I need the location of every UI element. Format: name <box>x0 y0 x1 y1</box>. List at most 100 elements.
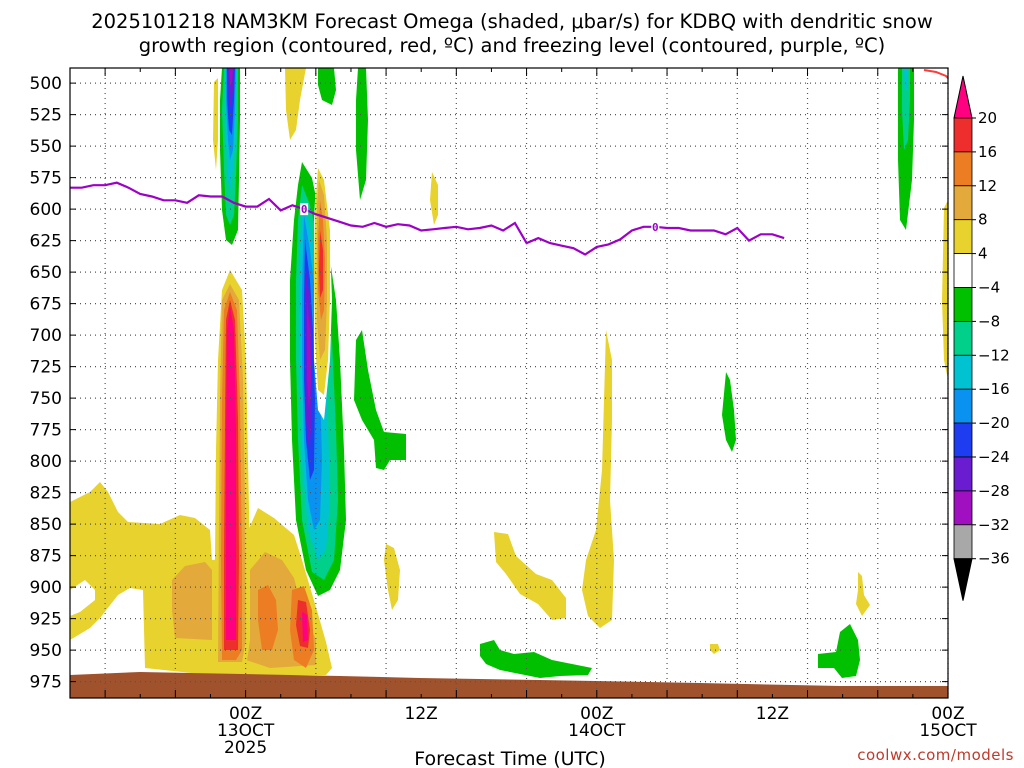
colorbar-swatch <box>953 287 973 322</box>
y-tick-label: 900 <box>30 578 62 598</box>
x-tick-label: 00Z <box>931 704 964 724</box>
colorbar-swatch <box>953 219 973 254</box>
sinking-region <box>70 580 95 616</box>
sinking-region <box>582 330 614 628</box>
colorbar-label: 8 <box>978 211 988 229</box>
y-tick-label: 825 <box>30 484 62 504</box>
colorbar-label: −12 <box>978 346 1010 364</box>
freezing-level-label-bg <box>300 203 309 216</box>
sinking-region <box>384 544 400 610</box>
sinking-region <box>172 562 212 640</box>
colorbar-label: −8 <box>978 312 1000 330</box>
colorbar-label: 12 <box>978 177 997 195</box>
sinking-region <box>430 172 438 225</box>
colorbar-swatch <box>953 456 973 492</box>
colorbar-swatch <box>953 185 973 221</box>
colorbar-bottom-arrow <box>953 558 973 601</box>
sinking-region <box>319 230 323 298</box>
rising-region <box>356 68 368 200</box>
x-tick-label: 00Z <box>229 704 262 724</box>
x-tick-label: 2025 <box>224 738 267 758</box>
colorbar-label: −20 <box>978 414 1010 432</box>
rising-region <box>904 68 908 92</box>
y-tick-label: 800 <box>30 452 62 472</box>
x-tick-label: 13OCT <box>217 721 275 741</box>
colorbar-top-arrow <box>953 75 973 119</box>
rising-region <box>818 624 860 678</box>
colorbar-swatch <box>953 117 973 153</box>
y-tick-label: 775 <box>30 421 62 441</box>
colorbar-swatch <box>953 388 973 424</box>
colorbar-label: 20 <box>978 109 997 127</box>
colorbar-label: 16 <box>978 143 997 161</box>
credit-text: coolwx.com/models <box>857 746 1014 764</box>
colorbar-label: −4 <box>978 279 1000 297</box>
chart-title-line2: growth region (contoured, red, ºC) and f… <box>139 34 886 57</box>
sinking-region <box>494 532 566 620</box>
x-tick-label: 12Z <box>756 704 789 724</box>
y-tick-label: 625 <box>30 232 62 252</box>
rising-region <box>354 330 406 470</box>
y-tick-label: 875 <box>30 547 62 567</box>
terrain-ground <box>70 672 948 698</box>
y-tick-label: 650 <box>30 263 62 283</box>
sinking-region <box>258 585 278 650</box>
colorbar-swatch <box>953 524 973 560</box>
colorbar-swatch <box>953 422 973 458</box>
y-tick-label: 600 <box>30 200 62 220</box>
colorbar-label: −28 <box>978 482 1010 500</box>
dendritic-growth-contour <box>923 69 949 79</box>
sinking-region <box>285 68 306 140</box>
y-axis: 500 525 550 575 600 625 650 675 700 725 750 775 800 8… <box>30 74 948 693</box>
colorbar-label: −16 <box>978 380 1010 398</box>
y-tick-label: 850 <box>30 515 62 535</box>
freezing-level-label: 0 <box>898 0 905 3</box>
colorbar-swatch <box>953 354 973 390</box>
freezing-level-line <box>70 181 785 256</box>
rising-region <box>722 372 736 452</box>
colorbar-label: −36 <box>978 550 1010 568</box>
freezing-level-label: 0 <box>301 203 308 216</box>
y-tick-label: 975 <box>30 673 62 693</box>
y-tick-label: 750 <box>30 389 62 409</box>
rising-region <box>228 68 234 108</box>
sinking-region <box>213 78 218 170</box>
sinking-region <box>942 200 948 380</box>
x-tick-label: 00Z <box>580 704 613 724</box>
x-tick-label: 14OCT <box>568 721 626 741</box>
chart-title: 2025101218 NAM3KM Forecast Omega (shaded… <box>91 10 933 57</box>
colorbar: 20 16 12 8 4 −4 −8 −12 −16 −20 −24 −28 −32 −36 <box>953 75 1010 601</box>
freezing-level: 0 0 0 <box>70 0 906 256</box>
y-tick-label: 950 <box>30 641 62 661</box>
x-tick-label: 12Z <box>405 704 438 724</box>
y-tick-label: 700 <box>30 326 62 346</box>
rising-region <box>229 68 233 86</box>
x-axis-label: Forecast Time (UTC) <box>414 748 605 768</box>
y-tick-label: 925 <box>30 610 62 630</box>
colorbar-swatch <box>953 320 973 356</box>
y-tick-label: 500 <box>30 74 62 94</box>
sinking-region <box>226 306 236 640</box>
sinking-region <box>856 572 870 616</box>
rising-region <box>480 640 592 678</box>
y-tick-label: 675 <box>30 295 62 315</box>
y-tick-label: 725 <box>30 358 62 378</box>
colorbar-swatch <box>953 151 973 187</box>
colorbar-swatch <box>953 253 973 288</box>
rising-region <box>307 300 311 410</box>
sinking-region <box>710 644 720 654</box>
colorbar-label: 4 <box>978 245 988 263</box>
rising-region <box>902 68 910 150</box>
rising-region <box>318 68 336 105</box>
omega-shading <box>70 68 948 678</box>
y-tick-label: 575 <box>30 169 62 189</box>
colorbar-label: −32 <box>978 516 1010 534</box>
colorbar-swatch <box>953 490 973 526</box>
sinking-region <box>302 612 308 642</box>
freezing-level-label: 0 <box>652 221 659 234</box>
plot-frame <box>69 67 949 699</box>
colorbar-label: −24 <box>978 448 1010 466</box>
freezing-level-label-bg <box>651 220 660 233</box>
